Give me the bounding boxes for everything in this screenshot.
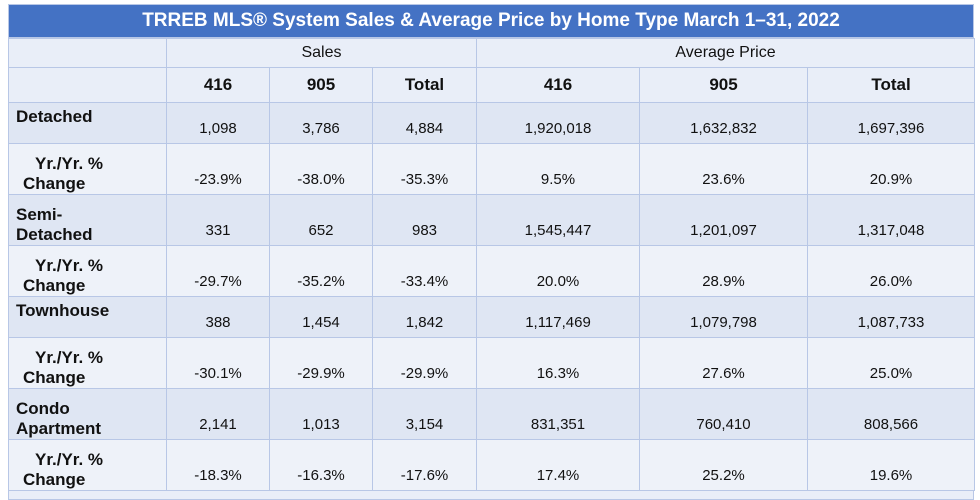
table-cell: -30.1% xyxy=(166,337,270,389)
row-label-line2: Change xyxy=(23,174,86,193)
table-cell: 1,454 xyxy=(269,296,373,338)
table-cell: -33.4% xyxy=(372,245,477,297)
row-label-line1: Yr./Yr. % xyxy=(35,450,104,469)
row-label: Yr./Yr. % Change xyxy=(8,143,167,195)
table-cell: 1,013 xyxy=(269,388,373,440)
table-cell: 1,697,396 xyxy=(806,102,976,144)
sales-price-table: Sales Average Price 416 905 Total 416 90… xyxy=(8,38,976,491)
row-label: Townhouse xyxy=(8,296,167,338)
col-header-sales-905: 905 xyxy=(269,67,373,103)
table-row-condo-apartment: Condo Apartment 2,141 1,013 3,154 831,351… xyxy=(8,388,976,440)
col-header-sales-416: 416 xyxy=(166,67,270,103)
table-cell: -17.6% xyxy=(372,439,477,491)
row-label-line2: Detached xyxy=(16,225,93,244)
row-label: Detached xyxy=(8,102,167,144)
table-cell: -38.0% xyxy=(269,143,373,195)
table-cell: 16.3% xyxy=(476,337,640,389)
row-label-line1: Condo xyxy=(16,399,70,418)
col-header-price-416: 416 xyxy=(476,67,640,103)
table-cell: 25.2% xyxy=(639,439,808,491)
avg-price-group-header: Average Price xyxy=(475,38,976,68)
table-row-detached: Detached 1,098 3,786 4,884 1,920,018 1,6… xyxy=(8,102,976,144)
table-row-townhouse-change: Yr./Yr. % Change -30.1% -29.9% -29.9% 16.… xyxy=(8,337,976,389)
table-cell: 1,117,469 xyxy=(476,296,640,338)
table-cell: 1,079,798 xyxy=(639,296,808,338)
row-label: Yr./Yr. % Change xyxy=(8,245,167,297)
row-label-line1: Yr./Yr. % xyxy=(35,154,104,173)
table-cell: -35.3% xyxy=(372,143,477,195)
table-cell: 652 xyxy=(269,194,373,246)
table-cell: -23.9% xyxy=(166,143,270,195)
row-label-line1: Semi- xyxy=(16,205,63,224)
table-cell: -18.3% xyxy=(166,439,270,491)
row-label-line2: Change xyxy=(23,470,86,489)
table-cell: 20.9% xyxy=(806,143,976,195)
row-label: Yr./Yr. % Change xyxy=(8,439,167,491)
table-cell: 1,317,048 xyxy=(806,194,976,246)
table-footer-strip xyxy=(8,491,974,500)
table-cell: 983 xyxy=(372,194,477,246)
sales-price-table-figure: TRREB MLS® System Sales & Average Price … xyxy=(8,4,976,500)
table-cell: 760,410 xyxy=(639,388,808,440)
table-cell: 1,545,447 xyxy=(476,194,640,246)
table-cell: 26.0% xyxy=(806,245,976,297)
table-cell: 4,884 xyxy=(372,102,477,144)
table-title: TRREB MLS® System Sales & Average Price … xyxy=(8,4,974,38)
row-label-line1: Yr./Yr. % xyxy=(35,348,104,367)
table-cell: 27.6% xyxy=(639,337,808,389)
table-cell: 2,141 xyxy=(166,388,270,440)
table-cell: -29.7% xyxy=(166,245,270,297)
row-label: Yr./Yr. % Change xyxy=(8,337,167,389)
col-header-price-total: Total xyxy=(806,67,976,103)
table-cell: 3,786 xyxy=(269,102,373,144)
empty-header-cell xyxy=(8,67,167,103)
table-row-condo-apartment-change: Yr./Yr. % Change -18.3% -16.3% -17.6% 17.… xyxy=(8,439,976,491)
column-header-row: 416 905 Total 416 905 Total xyxy=(8,67,976,103)
row-label-line2: Change xyxy=(23,368,86,387)
table-cell: 331 xyxy=(166,194,270,246)
table-cell: 28.9% xyxy=(639,245,808,297)
table-cell: 808,566 xyxy=(806,388,976,440)
table-cell: -29.9% xyxy=(372,337,477,389)
table-cell: 17.4% xyxy=(476,439,640,491)
col-header-price-905: 905 xyxy=(639,67,808,103)
table-cell: 1,087,733 xyxy=(806,296,976,338)
table-cell: 23.6% xyxy=(639,143,808,195)
table-cell: 1,098 xyxy=(166,102,270,144)
col-header-sales-total: Total xyxy=(372,67,477,103)
table-cell: 1,201,097 xyxy=(639,194,808,246)
table-row-townhouse: Townhouse 388 1,454 1,842 1,117,469 1,07… xyxy=(8,296,976,338)
row-label-line1: Yr./Yr. % xyxy=(35,256,104,275)
sales-group-header: Sales xyxy=(166,38,477,68)
table-cell: 831,351 xyxy=(476,388,640,440)
table-cell: -29.9% xyxy=(269,337,373,389)
table-row-semi-detached-change: Yr./Yr. % Change -29.7% -35.2% -33.4% 20.… xyxy=(8,245,976,297)
empty-header-cell xyxy=(8,38,167,68)
table-cell: 388 xyxy=(166,296,270,338)
table-cell: -16.3% xyxy=(269,439,373,491)
table-cell: 1,842 xyxy=(372,296,477,338)
table-cell: 9.5% xyxy=(476,143,640,195)
table-row-semi-detached: Semi- Detached 331 652 983 1,545,447 1,20… xyxy=(8,194,976,246)
table-cell: 19.6% xyxy=(806,439,976,491)
row-label: Semi- Detached xyxy=(8,194,167,246)
table-cell: 20.0% xyxy=(476,245,640,297)
row-label-line2: Change xyxy=(23,276,86,295)
table-cell: 25.0% xyxy=(806,337,976,389)
row-label-line2: Apartment xyxy=(16,419,102,438)
table-cell: 1,920,018 xyxy=(476,102,640,144)
table-cell: 1,632,832 xyxy=(639,102,808,144)
group-header-row: Sales Average Price xyxy=(8,38,976,68)
row-label: Condo Apartment xyxy=(8,388,167,440)
table-cell: -35.2% xyxy=(269,245,373,297)
table-row-detached-change: Yr./Yr. % Change -23.9% -38.0% -35.3% 9.5… xyxy=(8,143,976,195)
table-cell: 3,154 xyxy=(372,388,477,440)
